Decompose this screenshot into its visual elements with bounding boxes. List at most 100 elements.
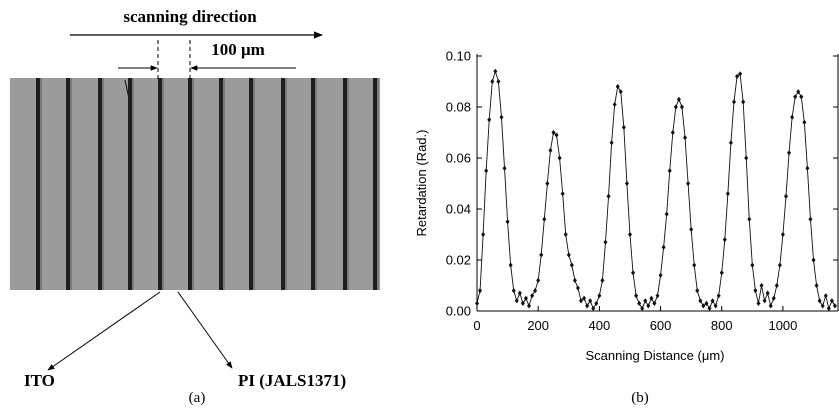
data-point: [777, 262, 782, 268]
data-point: [793, 94, 798, 100]
data-point: [551, 129, 556, 136]
data-point: [621, 124, 626, 130]
data-point: [572, 277, 577, 283]
data-point: [716, 293, 721, 299]
stripe-halo: [223, 78, 225, 290]
data-line: [476, 69, 836, 310]
stripe: [158, 78, 162, 290]
data-point: [735, 73, 740, 79]
stripe-halo: [285, 78, 287, 290]
stripe-halo: [102, 78, 104, 290]
data-point: [679, 104, 684, 110]
data-point: [817, 298, 822, 304]
y-tick-label: 0.02: [446, 253, 471, 268]
x-tick-label: 0: [473, 318, 480, 333]
data-point: [811, 257, 816, 263]
data-point: [704, 300, 709, 306]
data-point: [783, 193, 788, 199]
data-point: [548, 147, 553, 153]
data-point: [692, 262, 697, 268]
data-point: [594, 300, 599, 306]
data-point: [664, 211, 669, 217]
data-point: [612, 101, 617, 108]
data-point: [563, 231, 568, 238]
x-tick-label: 200: [527, 318, 549, 333]
data-point: [517, 290, 522, 296]
data-point: [744, 155, 749, 161]
data-point: [502, 165, 507, 171]
stripe: [98, 78, 102, 290]
data-point: [609, 140, 614, 146]
stripe-halo: [132, 78, 134, 290]
data-point: [689, 226, 694, 232]
data-point: [484, 168, 489, 174]
y-tick-label: 0.00: [446, 304, 471, 319]
data-point: [478, 288, 483, 294]
data-point: [508, 262, 513, 268]
data-point: [832, 303, 837, 309]
stripe: [36, 78, 40, 290]
data-point: [640, 305, 645, 312]
data-point: [710, 298, 715, 304]
data-point: [566, 252, 571, 258]
data-point: [499, 114, 504, 120]
data-point: [582, 295, 587, 301]
data-point: [670, 129, 675, 136]
data-point: [823, 293, 828, 299]
data-point: [667, 168, 672, 174]
data-point: [808, 216, 813, 222]
data-point: [756, 300, 761, 306]
data-point: [579, 298, 584, 304]
stripe: [373, 78, 377, 290]
data-point: [618, 89, 623, 95]
data-point: [802, 119, 807, 125]
stripe: [249, 78, 253, 290]
data-point: [780, 231, 785, 238]
data-point: [796, 89, 801, 95]
data-point: [527, 303, 532, 309]
pi-arrow: [177, 291, 233, 369]
data-point: [652, 300, 657, 306]
data-point: [530, 293, 535, 299]
y-tick-label: 0.06: [446, 151, 471, 166]
data-point: [490, 78, 495, 85]
data-point: [545, 180, 550, 187]
ito-label: ITO: [24, 371, 55, 390]
stripe: [188, 78, 192, 290]
data-point: [753, 288, 758, 294]
data-point: [762, 298, 767, 304]
ito-arrow: [47, 291, 161, 371]
data-point: [496, 78, 501, 85]
data-point: [481, 231, 486, 238]
data-point: [658, 272, 663, 278]
stripes: [36, 78, 379, 290]
data-point: [475, 300, 479, 306]
data-point: [701, 303, 706, 309]
data-point: [731, 99, 736, 105]
data-point: [686, 180, 691, 187]
data-point: [615, 84, 620, 90]
data-point: [713, 303, 718, 309]
data-point: [741, 99, 746, 105]
data-point: [750, 262, 755, 268]
data-point: [536, 277, 541, 283]
data-point: [829, 298, 834, 304]
data-point: [643, 298, 648, 304]
data-point: [627, 231, 632, 238]
data-point: [787, 150, 792, 156]
data-point: [634, 293, 639, 299]
data-point: [646, 303, 651, 309]
stripe: [128, 78, 132, 290]
data-point: [511, 288, 516, 294]
data-point: [676, 96, 681, 102]
data-point: [707, 305, 712, 312]
y-tick-label: 0.04: [446, 202, 471, 217]
data-point: [624, 180, 629, 187]
data-point: [631, 270, 636, 276]
scale-label: 100 μm: [211, 40, 265, 59]
y-tick-label: 0.10: [446, 49, 471, 64]
data-point: [747, 216, 752, 222]
data-point: [719, 270, 724, 276]
data-point: [738, 71, 743, 77]
stripe: [343, 78, 347, 290]
